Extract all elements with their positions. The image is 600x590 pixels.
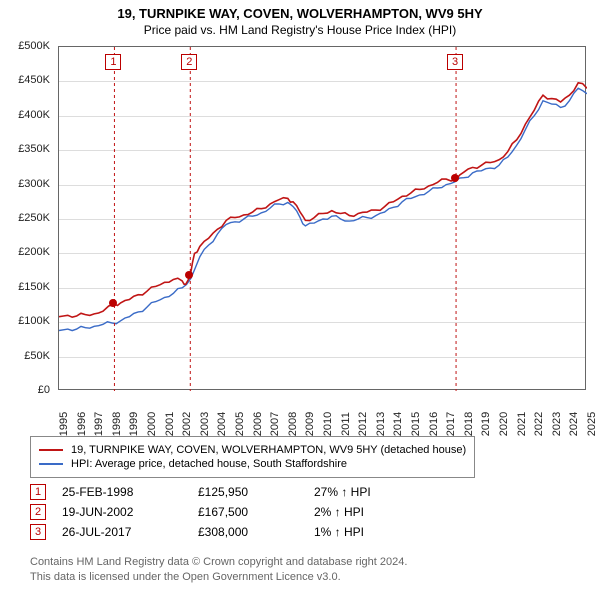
- sale-point: [451, 174, 459, 182]
- sale-row-date: 25-FEB-1998: [62, 485, 182, 499]
- sale-marker-box: 2: [181, 54, 197, 70]
- y-axis-label: £300K: [10, 178, 50, 190]
- y-axis-label: £100K: [10, 315, 50, 327]
- chart-legend: 19, TURNPIKE WAY, COVEN, WOLVERHAMPTON, …: [30, 436, 475, 478]
- sale-row: 1 25-FEB-1998 £125,950 27% ↑ HPI: [30, 484, 434, 500]
- sale-row-price: £308,000: [198, 525, 298, 539]
- x-axis-label: 2004: [216, 412, 228, 436]
- x-axis-label: 2005: [234, 412, 246, 436]
- attribution-line1: Contains HM Land Registry data © Crown c…: [30, 555, 407, 570]
- x-axis-label: 2016: [428, 412, 440, 436]
- y-axis-label: £350K: [10, 143, 50, 155]
- x-axis-label: 2025: [586, 412, 598, 436]
- x-axis-label: 1995: [58, 412, 70, 436]
- x-axis-label: 2006: [252, 412, 264, 436]
- legend-swatch-hpi: [39, 463, 63, 465]
- y-axis-label: £200K: [10, 246, 50, 258]
- y-axis-label: £0: [10, 384, 50, 396]
- sale-point: [109, 299, 117, 307]
- legend-label-hpi: HPI: Average price, detached house, Sout…: [71, 458, 347, 470]
- x-axis-label: 2009: [304, 412, 316, 436]
- chart-plot-area: [58, 46, 586, 390]
- sale-row-index: 3: [30, 524, 46, 540]
- sale-row-diff: 2% ↑ HPI: [314, 505, 434, 519]
- x-axis-label: 1996: [76, 412, 88, 436]
- sale-row-price: £125,950: [198, 485, 298, 499]
- x-axis-label: 2023: [551, 412, 563, 436]
- legend-row-property: 19, TURNPIKE WAY, COVEN, WOLVERHAMPTON, …: [39, 443, 466, 457]
- x-axis-label: 2020: [498, 412, 510, 436]
- x-axis-label: 1999: [128, 412, 140, 436]
- x-axis-label: 2024: [568, 412, 580, 436]
- x-axis-label: 2011: [340, 412, 352, 436]
- x-axis-label: 2000: [146, 412, 158, 436]
- x-axis-label: 2012: [357, 412, 369, 436]
- x-axis-label: 2008: [287, 412, 299, 436]
- y-axis-label: £450K: [10, 74, 50, 86]
- sale-marker-box: 1: [105, 54, 121, 70]
- x-axis-label: 2003: [199, 412, 211, 436]
- attribution: Contains HM Land Registry data © Crown c…: [30, 555, 407, 585]
- x-axis-label: 2010: [322, 412, 334, 436]
- sale-row-index: 1: [30, 484, 46, 500]
- sale-row: 3 26-JUL-2017 £308,000 1% ↑ HPI: [30, 524, 434, 540]
- sale-row-date: 26-JUL-2017: [62, 525, 182, 539]
- sale-row-diff: 1% ↑ HPI: [314, 525, 434, 539]
- sale-row: 2 19-JUN-2002 £167,500 2% ↑ HPI: [30, 504, 434, 520]
- x-axis-label: 2018: [463, 412, 475, 436]
- x-axis-label: 2001: [164, 412, 176, 436]
- x-axis-label: 2007: [269, 412, 281, 436]
- sale-row-date: 19-JUN-2002: [62, 505, 182, 519]
- sale-point: [185, 271, 193, 279]
- x-axis-label: 2002: [181, 412, 193, 436]
- x-axis-label: 2014: [392, 412, 404, 436]
- page-subtitle: Price paid vs. HM Land Registry's House …: [0, 21, 600, 43]
- x-axis-label: 2019: [480, 412, 492, 436]
- y-axis-label: £50K: [10, 350, 50, 362]
- sale-row-diff: 27% ↑ HPI: [314, 485, 434, 499]
- x-axis-label: 2015: [410, 412, 422, 436]
- series-property: [59, 83, 587, 317]
- y-axis-label: £250K: [10, 212, 50, 224]
- legend-swatch-property: [39, 449, 63, 451]
- y-axis-label: £400K: [10, 109, 50, 121]
- sale-marker-box: 3: [447, 54, 463, 70]
- y-axis-label: £150K: [10, 281, 50, 293]
- attribution-line2: This data is licensed under the Open Gov…: [30, 570, 407, 585]
- x-axis-label: 2021: [516, 412, 528, 436]
- x-axis-label: 2013: [375, 412, 387, 436]
- sale-row-price: £167,500: [198, 505, 298, 519]
- x-axis-label: 1998: [111, 412, 123, 436]
- legend-row-hpi: HPI: Average price, detached house, Sout…: [39, 457, 466, 471]
- x-axis-label: 2022: [533, 412, 545, 436]
- legend-label-property: 19, TURNPIKE WAY, COVEN, WOLVERHAMPTON, …: [71, 444, 466, 456]
- sale-row-index: 2: [30, 504, 46, 520]
- y-axis-label: £500K: [10, 40, 50, 52]
- x-axis-label: 1997: [93, 412, 105, 436]
- x-axis-label: 2017: [445, 412, 457, 436]
- page-title: 19, TURNPIKE WAY, COVEN, WOLVERHAMPTON, …: [0, 0, 600, 21]
- chart-lines: [59, 47, 587, 391]
- sales-table: 1 25-FEB-1998 £125,950 27% ↑ HPI 2 19-JUN-200…: [30, 480, 434, 544]
